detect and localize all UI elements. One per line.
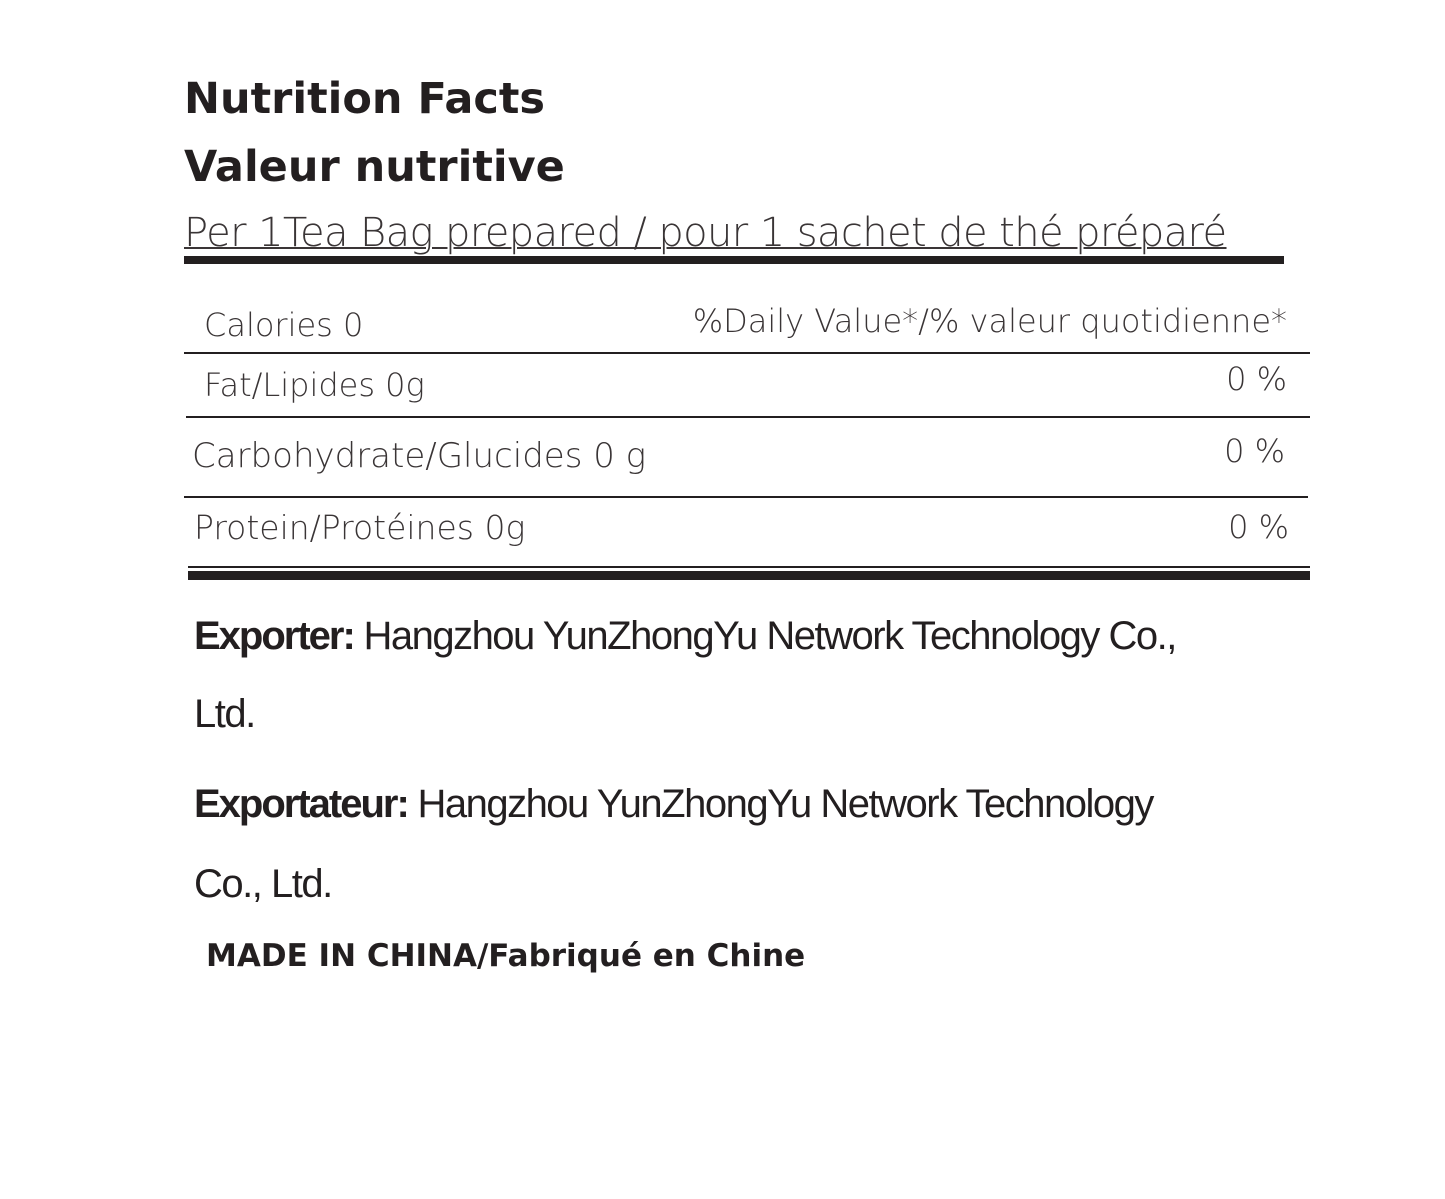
exportateur-label: Exportateur:: [194, 782, 410, 826]
exporter-label: Exporter:: [194, 614, 356, 658]
divider: [184, 496, 1308, 498]
exportateur-value: Hangzhou YunZhongYu Network Technology: [417, 782, 1154, 826]
row-protein-label: Protein/Protéines 0g: [194, 508, 526, 547]
title-fr: Valeur nutritive: [184, 142, 565, 192]
divider: [186, 416, 1310, 418]
row-carb-label: Carbohydrate/Glucides 0 g: [192, 436, 647, 476]
divider-thick: [184, 256, 1284, 264]
exporter-line: Exporter: Hangzhou YunZhongYu Network Te…: [194, 614, 1177, 659]
divider: [184, 352, 1310, 354]
row-fat-dv: 0 %: [1226, 360, 1287, 398]
exporter-value: Hangzhou YunZhongYu Network Technology C…: [363, 614, 1177, 658]
row-fat-label: Fat/Lipides 0g: [204, 366, 425, 404]
row-protein-dv: 0 %: [1228, 508, 1289, 546]
calories: Calories 0: [204, 306, 364, 344]
divider-thick: [188, 571, 1310, 580]
title-en: Nutrition Facts: [184, 74, 546, 124]
exporter-value-2: Ltd.: [194, 692, 256, 736]
serving-size: Per 1Tea Bag prepared / pour 1 sachet de…: [184, 210, 1227, 256]
exportateur-line: Exportateur: Hangzhou YunZhongYu Network…: [194, 782, 1154, 827]
row-carb-dv: 0 %: [1224, 432, 1285, 470]
divider: [188, 566, 1310, 568]
origin: MADE IN CHINA/Fabriqué en Chine: [206, 938, 806, 974]
exportateur-value-2: Co., Ltd.: [194, 862, 333, 906]
daily-value-header: %Daily Value*/% valeur quotidienne*: [692, 302, 1287, 340]
